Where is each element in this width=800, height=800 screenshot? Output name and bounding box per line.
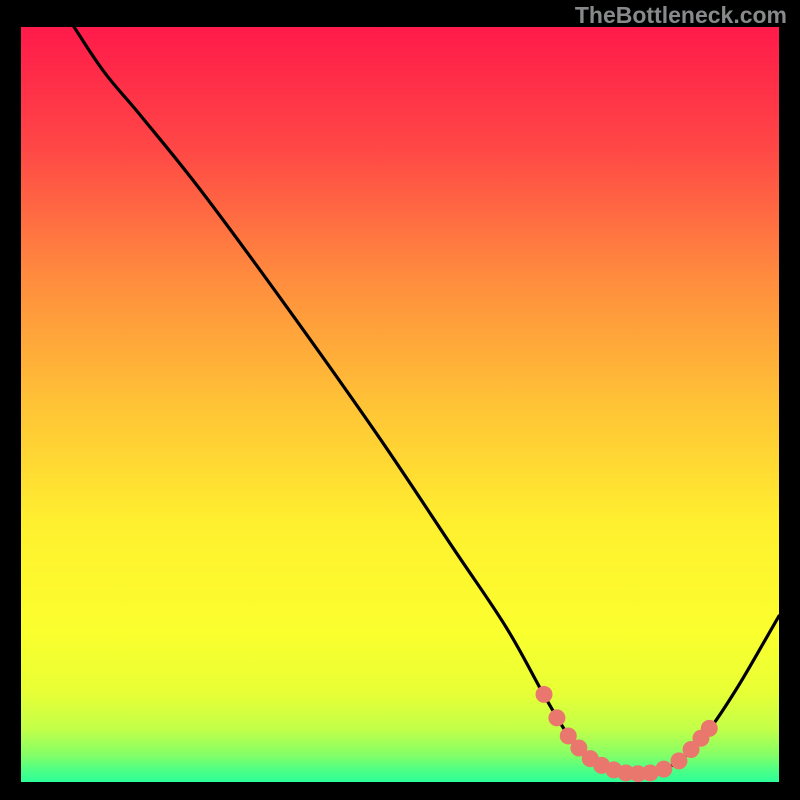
bottleneck-curve (74, 27, 779, 774)
curve-marker (655, 761, 672, 778)
curve-markers (536, 686, 718, 782)
plot-area (21, 27, 779, 782)
curve-marker (536, 686, 553, 703)
curve-marker (548, 709, 565, 726)
plot-svg (21, 27, 779, 782)
curve-marker (701, 720, 718, 737)
watermark-text: TheBottleneck.com (575, 2, 787, 29)
